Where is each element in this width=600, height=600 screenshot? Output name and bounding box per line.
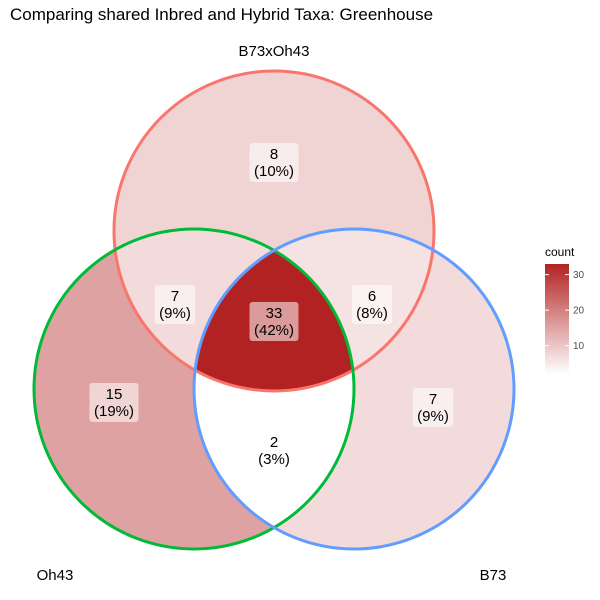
region-label-b73xoh43-oh43: 7(9%) bbox=[154, 285, 196, 324]
circle-oh43 bbox=[32, 227, 356, 551]
region-count: 33 bbox=[266, 305, 283, 322]
region-label-b73xoh43-only: 8(10%) bbox=[249, 143, 299, 182]
circle-b73 bbox=[192, 227, 516, 551]
legend-tick-label: 20 bbox=[573, 306, 585, 317]
region-percent: (19%) bbox=[94, 403, 134, 420]
region-percent: (42%) bbox=[254, 322, 294, 339]
label-background bbox=[253, 431, 295, 470]
color-legend: count 10 20 30 bbox=[545, 245, 585, 374]
region-count: 8 bbox=[270, 146, 278, 163]
region-percent: (9%) bbox=[417, 408, 449, 425]
region-count: 6 bbox=[368, 288, 376, 305]
region-label-b73xoh43-b73: 6(8%) bbox=[351, 285, 393, 324]
label-background bbox=[412, 388, 454, 427]
set-label-b73: B73 bbox=[480, 567, 507, 584]
label-background bbox=[249, 143, 299, 182]
legend-tick-label: 10 bbox=[573, 341, 585, 352]
legend-colorbar bbox=[545, 264, 569, 374]
region-count: 7 bbox=[171, 288, 179, 305]
region-percent: (9%) bbox=[159, 305, 191, 322]
circle-b73xoh43 bbox=[112, 69, 436, 393]
legend-title: count bbox=[545, 245, 575, 259]
region-label-oh43-only: 15(19%) bbox=[89, 383, 139, 422]
region-label-all-three: 33(42%) bbox=[249, 302, 299, 341]
region-count: 2 bbox=[270, 434, 278, 451]
region-percent: (8%) bbox=[356, 305, 388, 322]
region-label-b73-only: 7(9%) bbox=[412, 388, 454, 427]
label-background bbox=[89, 383, 139, 422]
region-percent: (10%) bbox=[254, 163, 294, 180]
region-percent: (3%) bbox=[258, 451, 290, 468]
label-background bbox=[351, 285, 393, 324]
chart-title: Comparing shared Inbred and Hybrid Taxa:… bbox=[10, 5, 433, 24]
region-count: 7 bbox=[429, 391, 437, 408]
set-label-oh43: Oh43 bbox=[37, 567, 74, 584]
region-label-oh43-b73: 2(3%) bbox=[253, 431, 295, 470]
legend-tick-label: 30 bbox=[573, 270, 585, 281]
label-background bbox=[154, 285, 196, 324]
region-count: 15 bbox=[106, 386, 123, 403]
set-label-b73xoh43: B73xOh43 bbox=[239, 43, 310, 60]
label-background bbox=[249, 302, 299, 341]
